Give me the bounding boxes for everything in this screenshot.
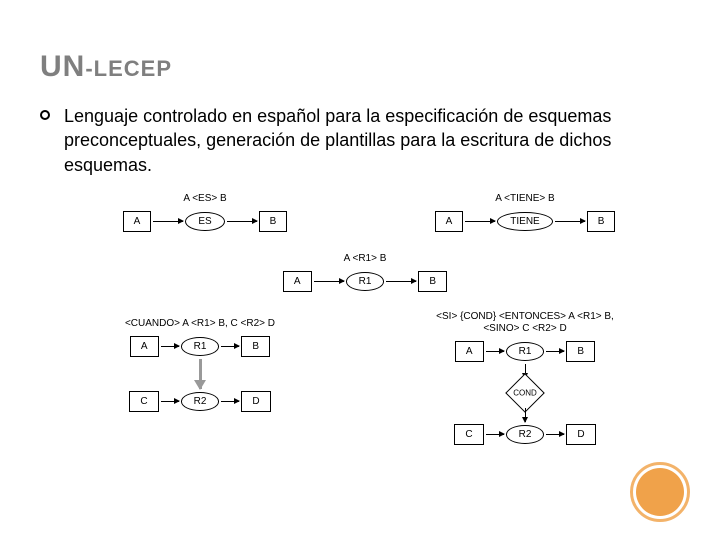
- rel-r1: R1: [181, 337, 220, 356]
- node-a: A: [283, 271, 312, 292]
- down-arrow-icon: [199, 359, 202, 389]
- arrow-icon: [486, 351, 504, 352]
- page-title: UN-LECEP: [40, 50, 680, 84]
- panel-cuando: <CUANDO> A <R1> B, C <R2> D A R1 B C R2 …: [50, 318, 350, 412]
- rel-r2: R2: [506, 425, 545, 444]
- bullet-item: Lenguaje controlado en español para la e…: [40, 104, 680, 177]
- down-arrow-icon: [525, 408, 526, 422]
- arrow-icon: [465, 221, 495, 222]
- caption: A <R1> B: [220, 253, 510, 265]
- title-suffix: LECEP: [94, 56, 172, 81]
- caption: A <ES> B: [60, 193, 350, 205]
- node-b: B: [241, 336, 270, 357]
- arrow-icon: [546, 351, 564, 352]
- arrow-icon: [221, 401, 239, 402]
- arrow-icon: [221, 346, 239, 347]
- body-text: Lenguaje controlado en español para la e…: [64, 104, 680, 177]
- panel-r1: A <R1> B A R1 B: [220, 253, 510, 292]
- arrow-icon: [227, 221, 257, 222]
- panel-es: A <ES> B A ES B: [60, 193, 350, 232]
- node-b: B: [587, 211, 616, 232]
- bullet-icon: [40, 110, 50, 120]
- node-c: C: [454, 424, 483, 445]
- diagram-area: A <ES> B A ES B A <TIENE> B A TIENE B A …: [50, 193, 690, 483]
- panel-si: <SI> {COND} <ENTONCES> A <R1> B, <SINO> …: [370, 311, 680, 445]
- node-a: A: [455, 341, 484, 362]
- panel-tiene: A <TIENE> B A TIENE B: [380, 193, 670, 232]
- arrow-icon: [161, 401, 179, 402]
- node-b: B: [418, 271, 447, 292]
- node-b: B: [259, 211, 288, 232]
- node-a: A: [130, 336, 159, 357]
- arrow-icon: [486, 434, 504, 435]
- node-d: D: [241, 391, 270, 412]
- node-a: A: [123, 211, 152, 232]
- node-d: D: [566, 424, 595, 445]
- rel-r1: R1: [506, 342, 545, 361]
- caption: <CUANDO> A <R1> B, C <R2> D: [50, 318, 350, 330]
- rel-tiene: TIENE: [497, 212, 552, 231]
- arrow-icon: [546, 434, 564, 435]
- arrow-icon: [161, 346, 179, 347]
- node-c: C: [129, 391, 158, 412]
- rel-r1: R1: [346, 272, 385, 291]
- cond-label: COND: [513, 388, 537, 397]
- arrow-icon: [153, 221, 183, 222]
- arrow-icon: [386, 281, 416, 282]
- accent-circle-icon: [630, 462, 690, 522]
- arrow-icon: [314, 281, 344, 282]
- caption: A <TIENE> B: [380, 193, 670, 205]
- arrow-icon: [555, 221, 585, 222]
- caption: <SI> {COND} <ENTONCES> A <R1> B, <SINO> …: [370, 311, 680, 335]
- cond-node: COND: [502, 380, 548, 406]
- title-dash: -: [85, 56, 93, 81]
- rel-r2: R2: [181, 392, 220, 411]
- node-a: A: [435, 211, 464, 232]
- rel-es: ES: [185, 212, 224, 231]
- node-b: B: [566, 341, 595, 362]
- title-prefix: UN: [40, 50, 85, 83]
